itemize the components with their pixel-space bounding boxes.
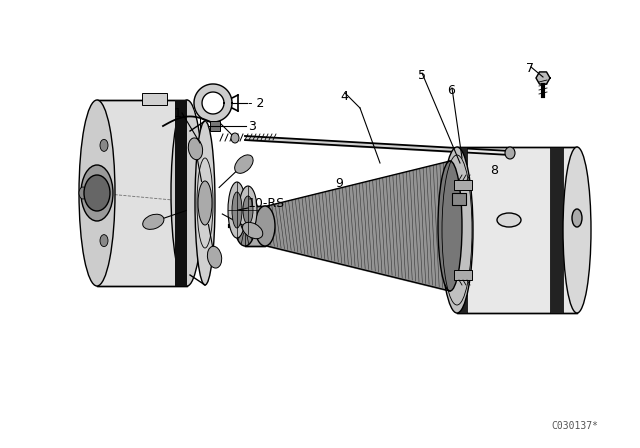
Text: C030137*: C030137* bbox=[552, 421, 598, 431]
Ellipse shape bbox=[84, 175, 110, 211]
Ellipse shape bbox=[188, 138, 203, 160]
Ellipse shape bbox=[235, 206, 255, 246]
Ellipse shape bbox=[100, 139, 108, 151]
Ellipse shape bbox=[143, 214, 164, 229]
Text: 8: 8 bbox=[490, 164, 498, 177]
FancyBboxPatch shape bbox=[452, 193, 466, 205]
Ellipse shape bbox=[255, 206, 275, 246]
FancyBboxPatch shape bbox=[454, 270, 472, 280]
Text: 3: 3 bbox=[248, 120, 256, 133]
FancyBboxPatch shape bbox=[142, 93, 167, 105]
Ellipse shape bbox=[79, 187, 87, 199]
FancyBboxPatch shape bbox=[97, 100, 187, 286]
Ellipse shape bbox=[198, 181, 212, 225]
Ellipse shape bbox=[207, 246, 221, 268]
Ellipse shape bbox=[228, 182, 246, 238]
Polygon shape bbox=[536, 72, 550, 84]
Ellipse shape bbox=[505, 147, 515, 159]
Polygon shape bbox=[194, 84, 232, 122]
Ellipse shape bbox=[239, 186, 257, 234]
Ellipse shape bbox=[171, 100, 203, 286]
FancyBboxPatch shape bbox=[459, 147, 467, 313]
Text: 9: 9 bbox=[335, 177, 343, 190]
Ellipse shape bbox=[231, 133, 239, 143]
Ellipse shape bbox=[81, 165, 113, 221]
Ellipse shape bbox=[79, 100, 115, 286]
Text: 6: 6 bbox=[447, 83, 455, 96]
Ellipse shape bbox=[243, 222, 263, 239]
FancyBboxPatch shape bbox=[457, 147, 577, 313]
FancyBboxPatch shape bbox=[210, 121, 220, 131]
Text: 7: 7 bbox=[526, 61, 534, 74]
Text: 1: 1 bbox=[174, 107, 182, 120]
Ellipse shape bbox=[100, 235, 108, 247]
Text: 5: 5 bbox=[418, 69, 426, 82]
Text: - 2: - 2 bbox=[248, 96, 264, 109]
Ellipse shape bbox=[563, 147, 591, 313]
FancyBboxPatch shape bbox=[550, 147, 563, 313]
FancyBboxPatch shape bbox=[245, 206, 265, 246]
Polygon shape bbox=[202, 92, 224, 114]
Ellipse shape bbox=[243, 196, 253, 224]
Ellipse shape bbox=[441, 147, 473, 313]
Ellipse shape bbox=[497, 213, 521, 227]
Ellipse shape bbox=[232, 192, 242, 228]
Text: 4: 4 bbox=[340, 90, 348, 103]
FancyBboxPatch shape bbox=[454, 180, 472, 190]
Ellipse shape bbox=[572, 209, 582, 227]
Ellipse shape bbox=[438, 161, 462, 291]
FancyBboxPatch shape bbox=[175, 100, 187, 286]
Text: 10-RS: 10-RS bbox=[248, 197, 285, 210]
Ellipse shape bbox=[195, 121, 215, 285]
Ellipse shape bbox=[235, 155, 253, 173]
